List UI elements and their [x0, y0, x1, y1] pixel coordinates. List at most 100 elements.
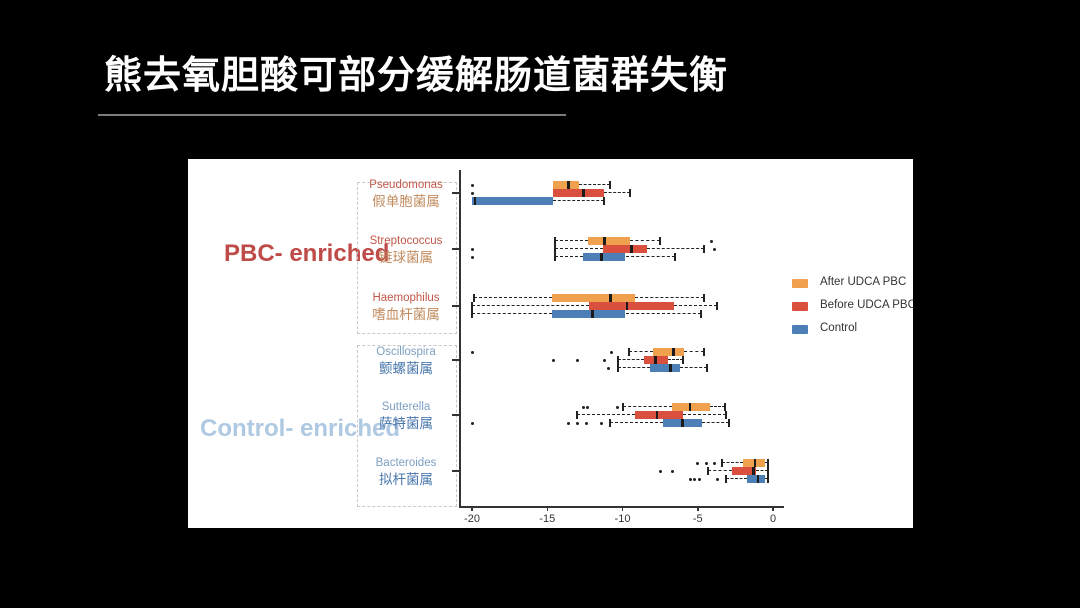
legend-swatch: [792, 324, 808, 334]
x-tick: [772, 506, 774, 511]
whisker-cap: [723, 403, 726, 411]
whisker-high: [630, 240, 661, 242]
outlier-dot: [610, 350, 614, 354]
genus-label: Oscillospira 颤螺菌属: [357, 345, 455, 378]
median-line: [756, 475, 760, 483]
outlier-dot: [705, 461, 709, 465]
whisker-cap: [627, 348, 630, 356]
genus-label-en: Haemophilus: [372, 292, 440, 304]
whisker-high: [667, 359, 683, 361]
whisker-low: [721, 462, 743, 464]
x-tick-label: -5: [692, 513, 703, 525]
genus-label: Bacteroides 拟杆菌属: [357, 456, 455, 489]
outlier-dot: [575, 358, 579, 362]
median-line: [752, 467, 755, 475]
whisker-cap: [767, 459, 770, 467]
y-tick: [452, 305, 459, 307]
whisker-low: [577, 414, 635, 416]
figure-panel: PBC- enriched Control- enriched -20 -15 -1…: [188, 159, 913, 528]
whisker-low: [610, 422, 664, 424]
box: [589, 302, 674, 310]
whisker-high: [553, 200, 605, 202]
outlier-dot: [470, 183, 474, 187]
outlier-dot: [616, 405, 620, 409]
outlier-dot: [697, 477, 701, 481]
outlier-dot: [715, 477, 719, 481]
whisker-low: [554, 240, 588, 242]
outlier-dot: [658, 469, 662, 473]
outlier-dot: [470, 191, 474, 195]
genus-label: Streptococcus 链球菌属: [357, 234, 455, 267]
whisker-high: [634, 297, 704, 299]
whisker-high: [625, 313, 701, 315]
box: [551, 310, 626, 318]
whisker-cap: [621, 403, 624, 411]
y-tick: [452, 192, 459, 194]
whisker-cap: [707, 467, 710, 475]
title-underline: [98, 114, 566, 116]
box: [551, 294, 635, 302]
whisker-cap: [553, 237, 556, 245]
outlier-dot: [586, 405, 590, 409]
genus-label-zh: 萨特菌属: [379, 416, 433, 431]
median-line: [669, 364, 672, 372]
y-tick: [452, 248, 459, 250]
whisker-high: [625, 256, 676, 258]
whisker-cap: [720, 459, 723, 467]
whisker-cap: [471, 310, 473, 318]
x-tick-label: -15: [539, 513, 556, 525]
whisker-low: [617, 359, 644, 361]
median-line: [582, 189, 585, 197]
outlier-dot: [470, 421, 474, 425]
whisker-cap: [472, 294, 475, 302]
outlier-dot: [470, 350, 474, 354]
whisker-high: [578, 184, 611, 186]
slide-title: 熊去氧胆酸可部分缓解肠道菌群失衡: [104, 55, 729, 97]
y-tick: [452, 470, 459, 472]
median-line: [603, 237, 606, 245]
whisker-high: [604, 192, 631, 194]
whisker-cap: [609, 181, 612, 189]
plot-area: -20 -15 -10 -5 0 Pseudomonas 假单胞菌属 Streptococcu…: [188, 159, 913, 528]
median-line: [630, 245, 633, 253]
whisker-cap: [681, 356, 684, 364]
whisker-high: [646, 248, 704, 250]
median-line: [753, 459, 757, 467]
genus-label: Haemophilus 嗜血杆菌属: [357, 291, 455, 324]
outlier-dot: [696, 461, 700, 465]
x-tick: [471, 506, 473, 511]
outlier-dot: [584, 421, 588, 425]
whisker-cap: [767, 475, 770, 483]
whisker-high: [756, 470, 769, 472]
median-line: [567, 181, 570, 189]
y-axis: [459, 170, 461, 506]
whisker-cap: [702, 348, 705, 356]
box: [553, 189, 605, 197]
genus-label-en: Bacteroides: [375, 457, 437, 469]
median-line: [672, 348, 675, 356]
median-line: [655, 411, 659, 419]
whisker-cap: [576, 411, 579, 419]
group-label-control: Control- enriched: [200, 415, 401, 442]
whisker-high: [682, 414, 727, 416]
control-genera-box: [357, 345, 457, 507]
whisker-cap: [603, 197, 606, 205]
median-line: [625, 302, 629, 310]
box: [732, 467, 757, 475]
outlier-dot: [670, 469, 674, 473]
box: [634, 411, 683, 419]
whisker-cap: [471, 302, 473, 310]
outlier-dot: [602, 358, 606, 362]
whisker-low: [622, 406, 673, 408]
outlier-dot: [575, 421, 579, 425]
genus-label-zh: 假单胞菌属: [372, 194, 440, 209]
genus-label-en: Streptococcus: [369, 235, 443, 247]
median-line: [591, 310, 594, 318]
whisker-high: [709, 406, 725, 408]
whisker-cap: [699, 310, 702, 318]
whisker-high: [765, 462, 769, 464]
box: [553, 181, 579, 189]
x-axis: [459, 506, 784, 508]
legend-swatch: [792, 278, 808, 288]
